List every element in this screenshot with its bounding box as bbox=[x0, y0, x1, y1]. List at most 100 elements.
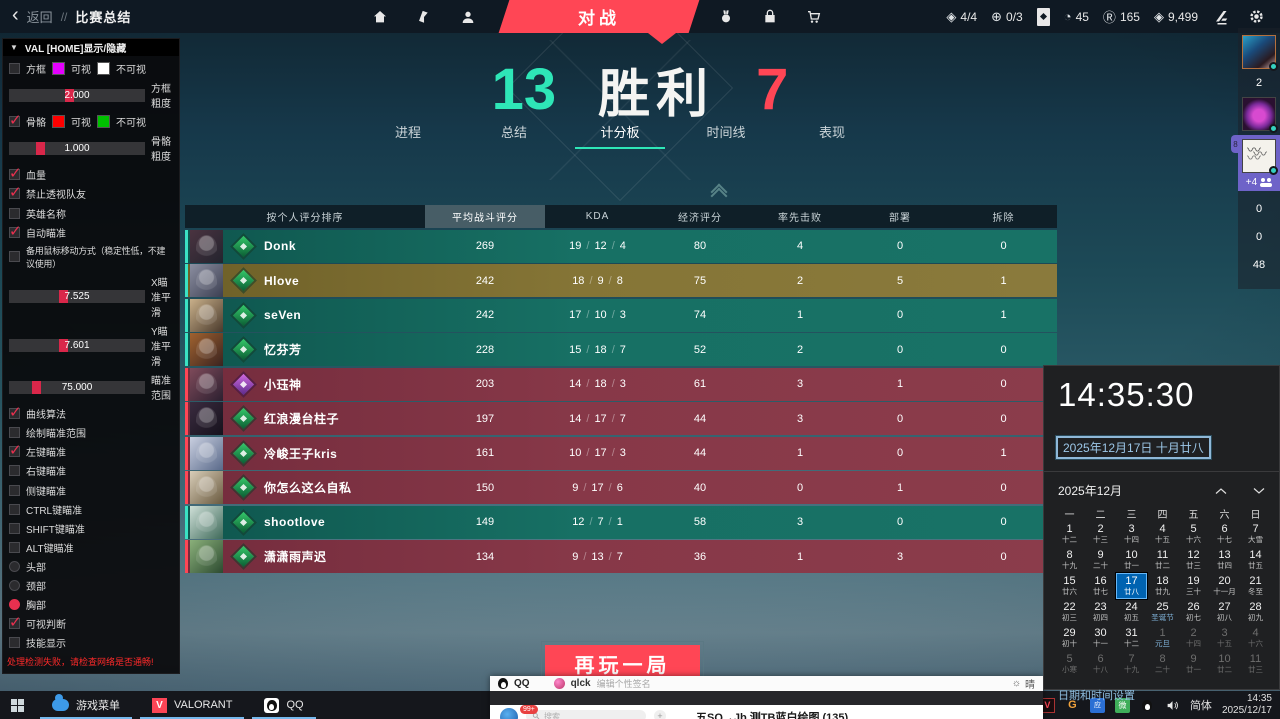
calendar-day[interactable]: 11 廿二 bbox=[1147, 547, 1178, 573]
invisible-color-swatch[interactable] bbox=[97, 115, 110, 129]
back-chevron-icon[interactable]: ‹ bbox=[12, 4, 19, 26]
game-tool-tray-icon[interactable]: G bbox=[1068, 699, 1077, 711]
checkbox[interactable] bbox=[9, 183, 22, 201]
calendar-day[interactable]: 1 十二 bbox=[1054, 521, 1085, 547]
calendar-day[interactable]: 2 十三 bbox=[1085, 521, 1116, 547]
slider-handle[interactable] bbox=[32, 380, 42, 394]
calendar-day[interactable]: 6 十七 bbox=[1209, 521, 1240, 547]
calendar-day[interactable]: 3 十五 bbox=[1209, 625, 1240, 651]
wechat-tray-icon[interactable]: 微 bbox=[1114, 697, 1130, 713]
clock-full-date[interactable]: 2025年12月17日 十月廿八 bbox=[1055, 435, 1212, 460]
checkbox[interactable] bbox=[9, 207, 20, 219]
slider-handle[interactable] bbox=[64, 88, 74, 102]
dock-avatar-selected[interactable]: 8 +4 bbox=[1231, 135, 1280, 191]
slider-handle[interactable] bbox=[36, 141, 46, 155]
tray-app-icon-blue[interactable]: 应 bbox=[1089, 697, 1105, 713]
checkbox[interactable] bbox=[9, 111, 22, 129]
tab-时间线[interactable]: 时间线 bbox=[706, 125, 746, 140]
calendar-day[interactable]: 24 初五 bbox=[1116, 599, 1147, 625]
calendar-day[interactable]: 23 初四 bbox=[1085, 599, 1116, 625]
calendar-day-selected[interactable]: 17 廿八 bbox=[1115, 572, 1148, 600]
calendar-day[interactable]: 1 元旦 bbox=[1147, 625, 1178, 651]
calendar-day[interactable]: 12 廿三 bbox=[1178, 547, 1209, 573]
player-row[interactable]: 冷峻王子kris 161 10/17/3 44 1 0 1 bbox=[185, 436, 1057, 470]
home-icon[interactable] bbox=[370, 7, 390, 27]
calendar-day[interactable]: 3 十四 bbox=[1116, 521, 1147, 547]
tab-计分板[interactable]: 计分板 bbox=[567, 118, 673, 149]
column-header[interactable]: 率先击败 bbox=[778, 213, 822, 224]
volume-icon[interactable] bbox=[1165, 698, 1180, 713]
battle-tab-banner[interactable]: 对战 bbox=[498, 0, 700, 33]
visible-color-swatch[interactable] bbox=[52, 115, 65, 129]
calendar-day[interactable]: 2 十四 bbox=[1178, 625, 1209, 651]
battlepass-icon[interactable] bbox=[1212, 7, 1232, 27]
calendar-day[interactable]: 4 十五 bbox=[1147, 521, 1178, 547]
calendar-day[interactable]: 10 廿一 bbox=[1116, 547, 1147, 573]
player-row[interactable]: 你怎么这么自私 150 9 / 17 / 6 40 0 1 0 bbox=[185, 471, 1057, 504]
calendar-day[interactable]: 11 廿三 bbox=[1240, 651, 1271, 677]
dock-avatar[interactable] bbox=[1242, 139, 1278, 175]
slider[interactable]: 7.525 bbox=[9, 289, 145, 303]
cheat-panel-header[interactable]: ▼ VAL [HOME]显示/隐藏 bbox=[3, 39, 179, 56]
calendar-day[interactable]: 21 冬至 bbox=[1240, 573, 1271, 599]
tab-进程[interactable]: 进程 bbox=[394, 125, 421, 140]
column-header[interactable]: 拆除 bbox=[992, 213, 1015, 224]
back-button[interactable]: 返回 bbox=[26, 10, 53, 25]
slider[interactable]: 7.601 bbox=[9, 338, 145, 352]
column-header[interactable]: 平均战斗评分 bbox=[425, 205, 545, 228]
start-button[interactable] bbox=[0, 691, 34, 719]
column-header[interactable]: 按个人评分排序 bbox=[266, 213, 344, 224]
checkbox[interactable] bbox=[9, 503, 20, 515]
calendar-day[interactable]: 10 廿二 bbox=[1209, 651, 1240, 677]
collapse-triangle-icon[interactable]: ▼ bbox=[10, 43, 18, 52]
radio-button[interactable] bbox=[9, 560, 20, 572]
slider[interactable]: 1.000 bbox=[9, 141, 145, 155]
checkbox[interactable] bbox=[9, 541, 20, 553]
calendar-day[interactable]: 9 廿一 bbox=[1178, 651, 1209, 677]
career-medal-icon[interactable] bbox=[716, 7, 736, 27]
checkbox[interactable] bbox=[9, 63, 20, 74]
date-time-settings-link[interactable]: 日期和时间设置 bbox=[1058, 690, 1135, 702]
checkbox[interactable] bbox=[9, 441, 22, 459]
calendar-month-label[interactable]: 2025年12月 bbox=[1058, 484, 1123, 498]
collection-icon[interactable] bbox=[414, 7, 434, 27]
calendar-day[interactable]: 28 初九 bbox=[1240, 599, 1271, 625]
visible-color-swatch[interactable] bbox=[52, 62, 65, 75]
checkbox[interactable] bbox=[9, 465, 20, 477]
invisible-color-swatch[interactable] bbox=[97, 62, 110, 75]
calendar-day[interactable]: 6 十八 bbox=[1085, 651, 1116, 677]
calendar-day[interactable]: 14 廿五 bbox=[1240, 547, 1271, 573]
slider-handle[interactable] bbox=[59, 289, 69, 303]
checkbox[interactable] bbox=[9, 251, 20, 263]
player-row[interactable]: Donk 269 19/12/4 80 4 0 0 bbox=[185, 229, 1057, 263]
player-row[interactable]: 潇潇雨声迟 134 9/13/7 36 1 3 0 bbox=[185, 540, 1057, 573]
taskbar-clock[interactable]: 14:35 2025/12/17 bbox=[1221, 693, 1272, 716]
radio-button[interactable] bbox=[9, 599, 20, 611]
qq-titlebar[interactable]: QQ qlck 编辑个性签名 ☼ 晴 bbox=[490, 676, 1043, 691]
calendar-day[interactable]: 8 十九 bbox=[1054, 547, 1085, 573]
qq-tray-icon[interactable] bbox=[1140, 698, 1155, 713]
checkbox[interactable] bbox=[9, 222, 22, 240]
taskbar-app-cloud[interactable]: 游戏菜单 bbox=[38, 691, 134, 719]
play-again-button[interactable]: 再玩一局 bbox=[541, 641, 704, 686]
calendar-day[interactable]: 30 十一 bbox=[1085, 625, 1116, 651]
calendar-day[interactable]: 19 三十 bbox=[1178, 573, 1209, 599]
checkbox[interactable] bbox=[9, 637, 20, 649]
calendar-day[interactable]: 26 初七 bbox=[1178, 599, 1209, 625]
slider-handle[interactable] bbox=[59, 338, 69, 352]
dock-avatar[interactable] bbox=[1242, 35, 1278, 71]
settings-gear-icon[interactable] bbox=[1246, 7, 1266, 27]
qq-chat-title[interactable]: 五SQ→Jb 测TB蓝白绘图 (135) bbox=[696, 712, 849, 719]
calendar-day[interactable]: 27 初八 bbox=[1209, 599, 1240, 625]
qq-user-avatar[interactable] bbox=[553, 678, 565, 689]
column-header[interactable]: KDA bbox=[585, 211, 610, 222]
calendar-day[interactable]: 5 十六 bbox=[1178, 521, 1209, 547]
qq-add-button[interactable]: + bbox=[654, 710, 666, 719]
player-row[interactable]: Hlove 242 18 / 9 / 8 75 2 5 1 bbox=[185, 264, 1057, 297]
checkbox[interactable] bbox=[9, 522, 20, 534]
ime-indicator[interactable]: 简体 bbox=[1189, 700, 1212, 712]
player-row[interactable]: 忆芬芳 228 15 / 18 / 7 52 2 0 0 bbox=[185, 333, 1057, 366]
calendar-day[interactable]: 20 十一月 bbox=[1209, 573, 1240, 599]
tab-总结[interactable]: 总结 bbox=[500, 125, 527, 140]
calendar-day[interactable]: 8 二十 bbox=[1147, 651, 1178, 677]
